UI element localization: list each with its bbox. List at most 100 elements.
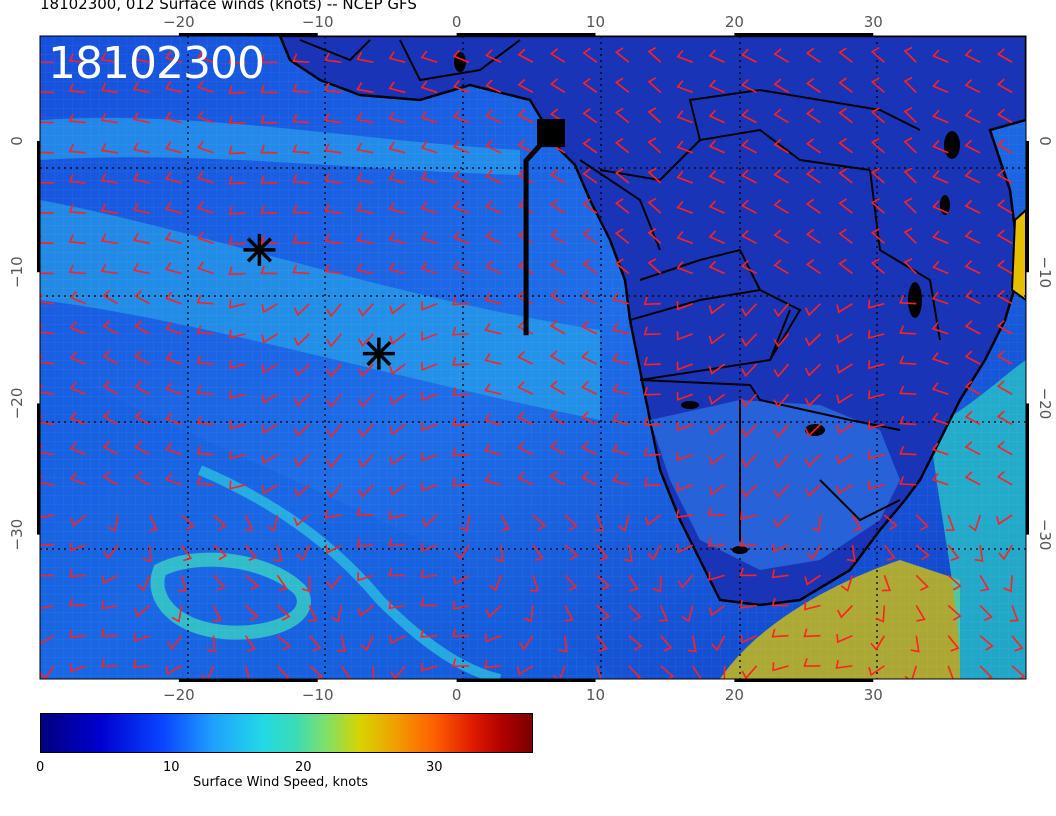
- wind-barb: [945, 514, 955, 531]
- wind-barb: [549, 168, 566, 184]
- wind-barb: [868, 360, 885, 370]
- chart-title: 18102300, 012 Surface winds (knots) -- N…: [40, 0, 417, 13]
- wind-barb: [931, 321, 949, 335]
- wind-barb: [244, 514, 254, 532]
- wind-barb: [196, 415, 214, 426]
- wind-barb: [846, 545, 856, 562]
- wind-barb: [484, 322, 502, 335]
- wind-barb: [100, 263, 118, 275]
- wind-barb: [485, 109, 502, 124]
- wind-barb: [676, 261, 693, 275]
- wind-barb: [647, 167, 662, 184]
- wind-barb: [996, 48, 1013, 63]
- wind-barb: [741, 199, 757, 214]
- wind-barb: [100, 173, 118, 184]
- wind-barb: [40, 474, 55, 486]
- wind-barb: [836, 363, 853, 374]
- wind-barb: [931, 442, 949, 456]
- wind-barb: [647, 544, 662, 561]
- wind-barb: [68, 234, 86, 245]
- wind-barb: [517, 350, 534, 365]
- wind-barb: [68, 173, 86, 184]
- wind-barb: [676, 80, 693, 94]
- wind-barb: [617, 514, 630, 532]
- wind-barb: [326, 393, 342, 408]
- wind-barb: [260, 205, 278, 214]
- wind-barb: [931, 472, 949, 486]
- wind-barb: [517, 109, 534, 124]
- lat-lon-grid: [40, 36, 1026, 679]
- wind-barb: [708, 423, 726, 436]
- wind-barb: [485, 139, 502, 154]
- wind-barb: [292, 113, 310, 124]
- wind-barb: [293, 454, 310, 468]
- wind-barb: [932, 200, 949, 214]
- wind-barb: [614, 258, 630, 275]
- wind-barb: [643, 447, 661, 457]
- wind-barb: [964, 79, 981, 94]
- wind-barb: [964, 380, 981, 395]
- wind-barb: [708, 303, 726, 315]
- wind-barb: [643, 477, 661, 487]
- wind-barb: [549, 320, 566, 335]
- wind-barb: [899, 295, 917, 305]
- wind-barb: [360, 635, 375, 652]
- wind-barb: [229, 480, 246, 490]
- southern-africa-highlands: [650, 400, 900, 570]
- wind-barb: [964, 320, 981, 335]
- wind-barb: [244, 665, 250, 679]
- wind-barbs: [40, 46, 1026, 679]
- wind-barb: [40, 537, 54, 547]
- wind-barb: [337, 635, 347, 653]
- wind-barb: [324, 233, 342, 245]
- wind-barb: [614, 168, 630, 184]
- wind-barb: [903, 46, 917, 63]
- wind-barb: [244, 604, 259, 621]
- wind-barb: [164, 232, 182, 245]
- wind-barb: [806, 544, 822, 561]
- wind-barb: [276, 574, 288, 592]
- wind-barb: [687, 635, 697, 653]
- wind-barb: [974, 545, 984, 562]
- wind-barb: [228, 236, 246, 245]
- wind-barb: [132, 142, 150, 154]
- wind-barb: [165, 382, 182, 395]
- wind-barb: [582, 168, 598, 184]
- wind-barb: [612, 292, 630, 305]
- wind-barb: [518, 635, 534, 651]
- wind-barb: [741, 229, 757, 245]
- wind-barb: [612, 352, 630, 365]
- wind-barb: [773, 303, 790, 318]
- map-svg: −20 −20 −10 −10 0 0 10 10 20 20 30 30 0 0 −10 −10 −20 −20…: [8, 13, 1054, 700]
- wind-barb: [676, 544, 694, 554]
- wind-barb: [420, 171, 438, 184]
- wind-barb: [996, 78, 1013, 94]
- edge-bar: [37, 403, 40, 535]
- wind-barb: [100, 112, 118, 124]
- wind-barb: [692, 665, 702, 679]
- wind-barb: [276, 665, 290, 679]
- wind-barb: [741, 393, 758, 408]
- wind-barb: [485, 604, 502, 618]
- wind-barb: [741, 454, 758, 468]
- wind-barb: [388, 262, 406, 275]
- wind-barb: [100, 82, 118, 94]
- wind-barb: [660, 665, 675, 679]
- edge-bar: [178, 679, 318, 682]
- marker-1-asterisk-icon: [243, 233, 276, 266]
- wind-barb: [582, 108, 598, 124]
- wind-barb: [197, 110, 214, 124]
- wind-barb: [68, 143, 86, 154]
- wind-barb: [676, 140, 693, 154]
- wind-barb: [647, 258, 662, 275]
- wind-barb: [420, 261, 438, 275]
- wind-barb: [308, 635, 322, 652]
- wind-barb: [741, 78, 757, 94]
- wind-barb: [388, 51, 406, 64]
- wind-barb: [196, 294, 214, 305]
- wind-barb: [708, 484, 726, 496]
- wind-barb: [596, 544, 609, 562]
- wind-barb: [40, 174, 54, 184]
- wind-barb: [532, 544, 544, 562]
- wind-barb: [838, 168, 853, 184]
